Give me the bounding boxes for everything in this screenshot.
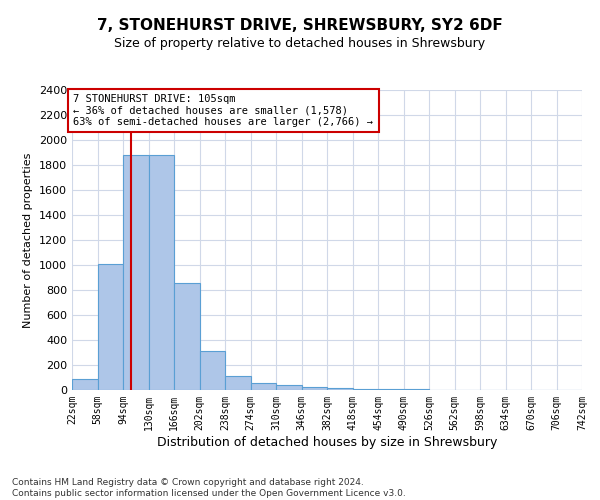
Bar xyxy=(174,283,199,390)
Text: Contains HM Land Registry data © Crown copyright and database right 2024.
Contai: Contains HM Land Registry data © Crown c… xyxy=(12,478,406,498)
Bar xyxy=(97,264,123,390)
Bar xyxy=(353,389,378,390)
Text: 7, STONEHURST DRIVE, SHREWSBURY, SY2 6DF: 7, STONEHURST DRIVE, SHREWSBURY, SY2 6DF xyxy=(97,18,503,32)
Text: Size of property relative to detached houses in Shrewsbury: Size of property relative to detached ho… xyxy=(115,38,485,51)
X-axis label: Distribution of detached houses by size in Shrewsbury: Distribution of detached houses by size … xyxy=(157,436,497,448)
Bar xyxy=(251,383,276,390)
Bar xyxy=(199,351,225,390)
Bar xyxy=(149,155,174,390)
Bar xyxy=(302,387,327,390)
Bar xyxy=(327,388,353,390)
Y-axis label: Number of detached properties: Number of detached properties xyxy=(23,152,34,328)
Bar xyxy=(276,385,302,390)
Bar xyxy=(72,379,97,390)
Text: 7 STONEHURST DRIVE: 105sqm
← 36% of detached houses are smaller (1,578)
63% of s: 7 STONEHURST DRIVE: 105sqm ← 36% of deta… xyxy=(73,94,373,127)
Bar xyxy=(123,155,149,390)
Bar xyxy=(225,376,251,390)
